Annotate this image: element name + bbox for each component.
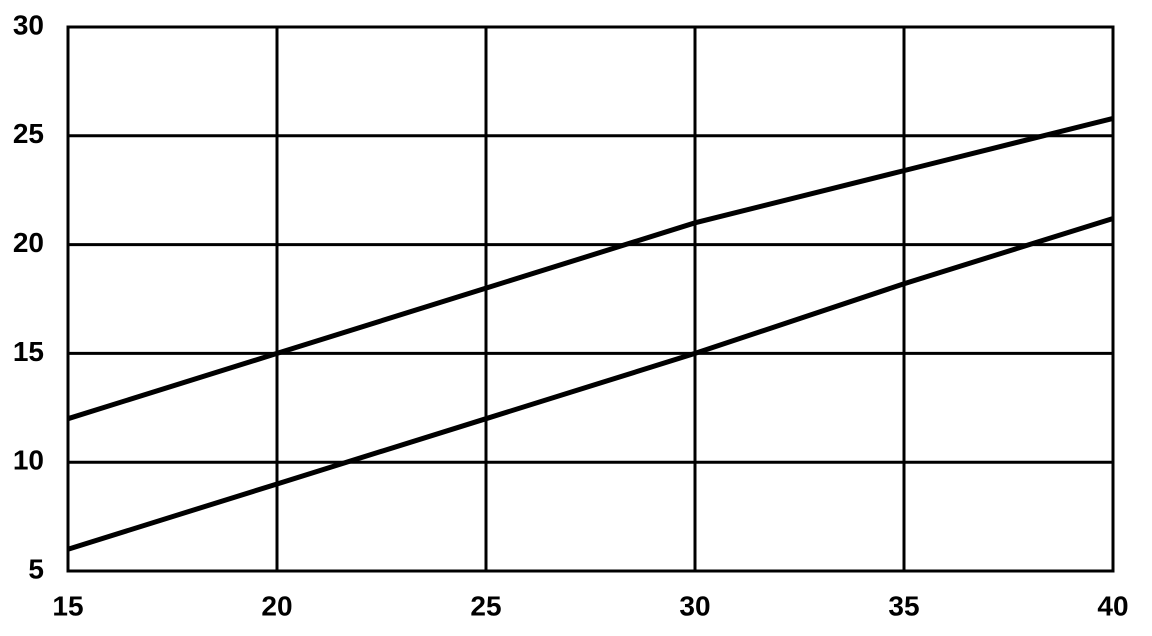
x-tick-label: 40 [1097, 590, 1128, 621]
x-tick-label: 25 [470, 590, 501, 621]
data-line [67, 216, 1114, 552]
y-tick-label: 30 [13, 9, 44, 40]
x-tick-label: 20 [261, 590, 292, 621]
plot-area [66, 25, 1115, 573]
y-tick-label: 5 [28, 553, 44, 584]
y-tick-label: 25 [13, 118, 44, 149]
y-tick-label: 10 [13, 445, 44, 476]
y-tick-label: 15 [13, 336, 44, 367]
y-tick-label: 20 [13, 227, 44, 258]
x-tick-label: 15 [52, 590, 83, 621]
data-line [67, 115, 1114, 422]
x-tick-label: 30 [679, 590, 710, 621]
x-tick-label: 35 [888, 590, 919, 621]
